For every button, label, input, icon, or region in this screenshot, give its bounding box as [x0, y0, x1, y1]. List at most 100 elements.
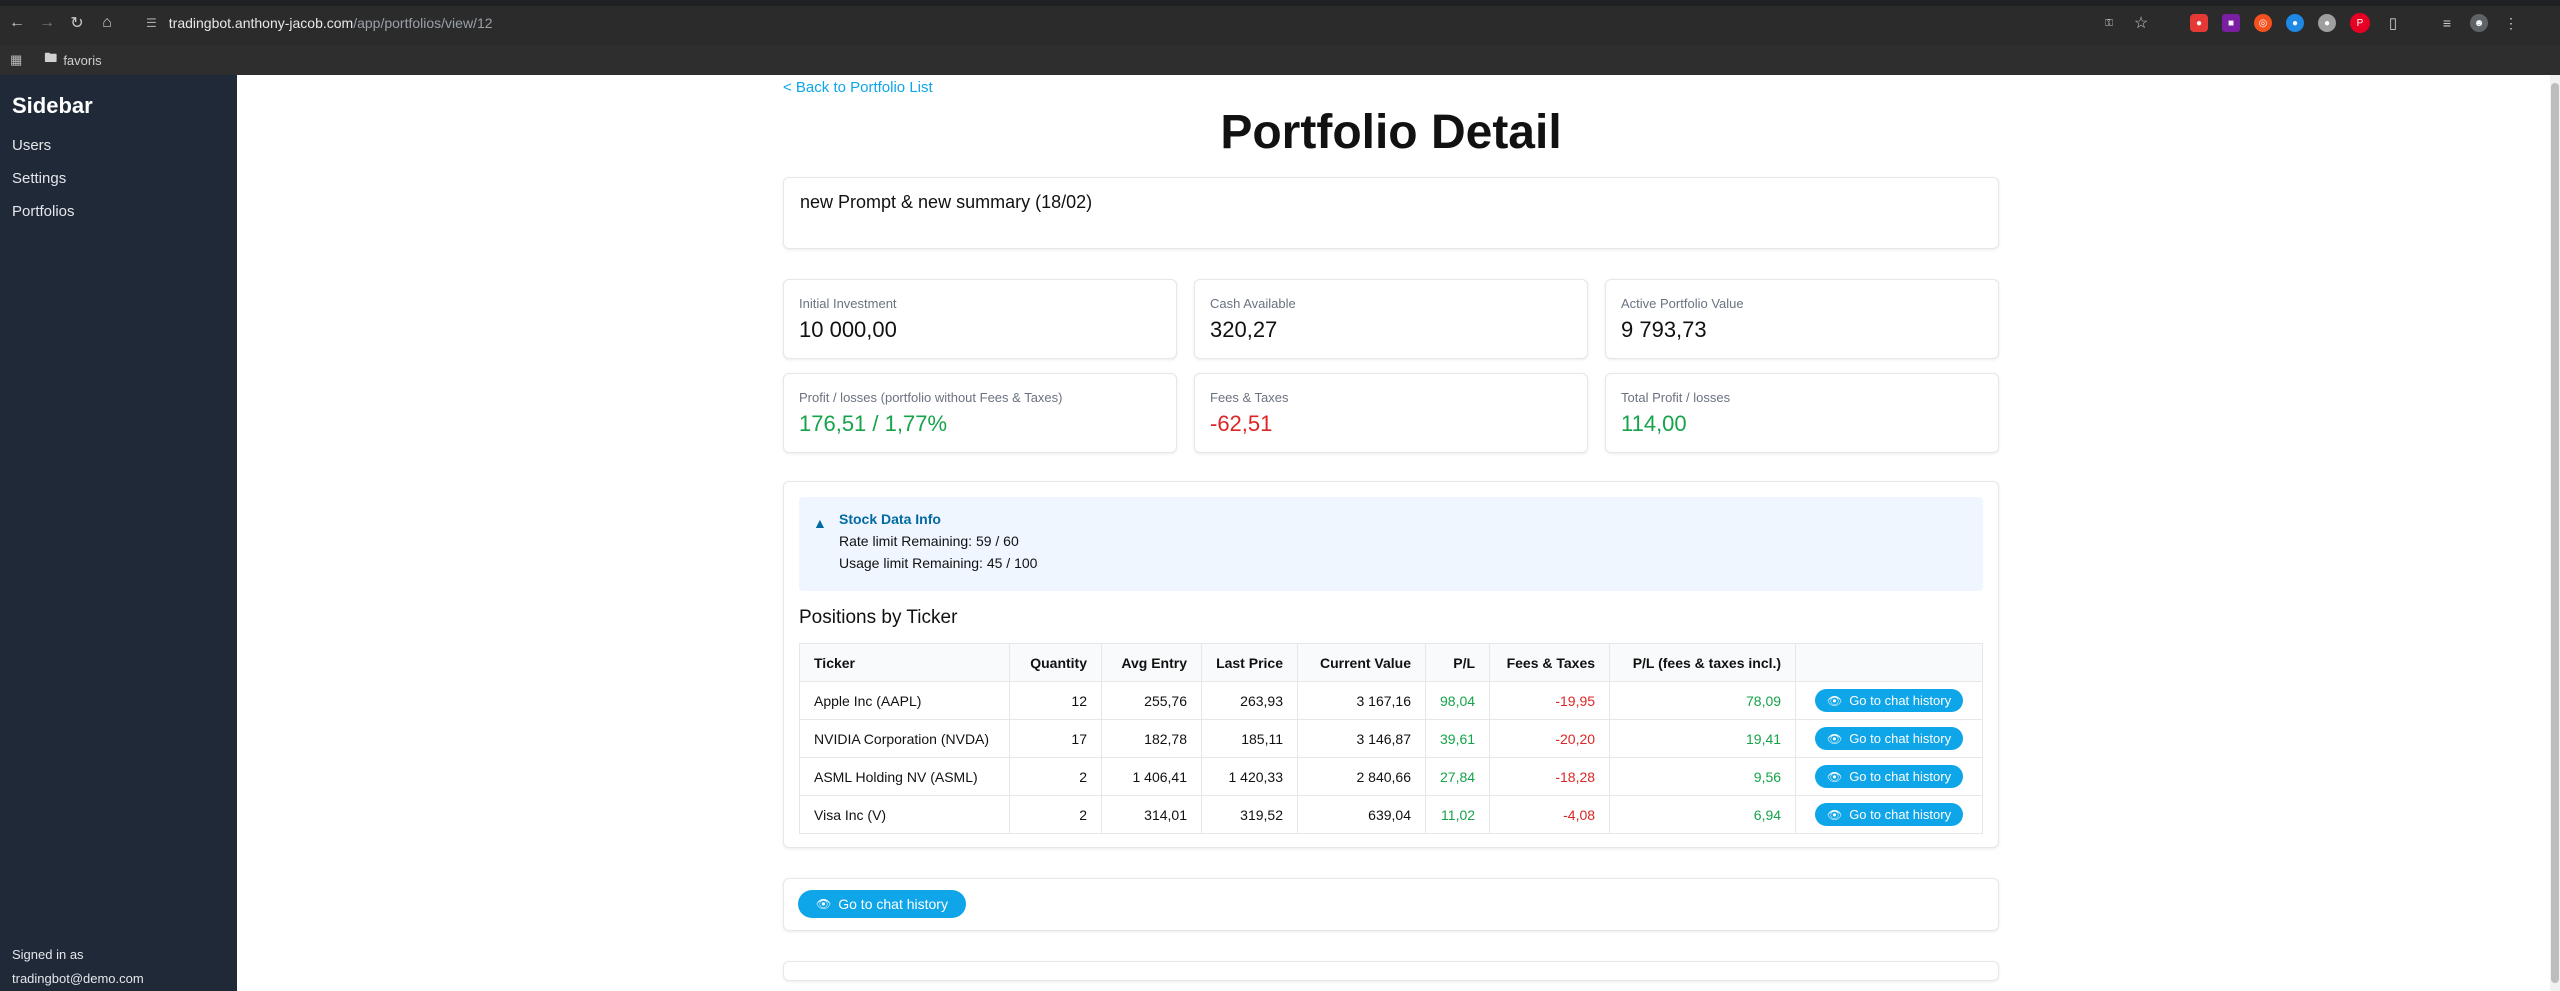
bookmark-star-icon[interactable]: ☆ — [2133, 15, 2149, 32]
stat-profit-losses: Profit / losses (portfolio without Fees … — [783, 373, 1177, 453]
cell-avg-entry: 1 406,41 — [1101, 757, 1202, 796]
signed-in-user: tradingbot@demo.com — [12, 971, 144, 986]
sidebar-item-portfolios[interactable]: Portfolios — [12, 203, 75, 220]
browser-chrome: ← → ↻ ⌂ ☰ tradingbot.anthony-jacob.com/a… — [0, 0, 2560, 45]
col-last-price: Last Price — [1201, 643, 1298, 682]
apps-grid-icon[interactable]: ▦ — [10, 52, 23, 67]
app-layout: Sidebar Users Settings Portfolios Signed… — [0, 75, 2560, 991]
table-row: Visa Inc (V) 2 314,01 319,52 639,04 11,0… — [799, 795, 1983, 834]
col-quantity: Quantity — [1009, 643, 1102, 682]
sidebar-title: Sidebar — [12, 93, 93, 118]
eye-icon: 👁 — [1826, 693, 1843, 708]
extension-purple-icon[interactable]: ■ — [2222, 14, 2240, 32]
positions-card: ▲ Stock Data Info Rate limit Remaining: … — [783, 481, 1999, 848]
warning-triangle-icon: ▲ — [813, 515, 827, 531]
back-to-portfolio-list-link[interactable]: < Back to Portfolio List — [783, 79, 933, 96]
reading-list-icon[interactable]: ≡ — [2442, 15, 2452, 31]
cell-avg-entry: 182,78 — [1101, 719, 1202, 758]
url-host: tradingbot.anthony-jacob.com — [168, 15, 354, 31]
stat-value: 114,00 — [1621, 411, 1687, 436]
cell-actions: 👁 Go to chat history — [1795, 681, 1983, 720]
eye-icon: 👁 — [1826, 731, 1843, 746]
browser-menu-icon[interactable]: ⋮ — [2504, 14, 2518, 31]
cell-pl: 27,84 — [1424, 757, 1491, 796]
stat-value: 10 000,00 — [799, 317, 897, 342]
page-title: Portfolio Detail — [1220, 106, 1562, 159]
cell-pl-net: 6,94 — [1609, 795, 1797, 834]
avatar[interactable]: ☻ — [2470, 14, 2488, 32]
sidebar-item-settings[interactable]: Settings — [12, 170, 67, 187]
sidebar: Sidebar Users Settings Portfolios Signed… — [0, 75, 237, 991]
page-scrollbar[interactable] — [2550, 75, 2560, 991]
cell-quantity: 2 — [1009, 795, 1102, 834]
cell-ticker: Apple Inc (AAPL) — [799, 681, 1010, 720]
extension-gray-icon[interactable]: ● — [2318, 14, 2336, 32]
cell-avg-entry: 255,76 — [1101, 681, 1202, 720]
stat-active-portfolio-value: Active Portfolio Value 9 793,73 — [1605, 279, 1999, 359]
password-key-icon[interactable]: ⚿ — [2105, 17, 2113, 29]
eye-icon: 👁 — [1826, 807, 1843, 822]
home-icon[interactable]: ⌂ — [102, 14, 112, 31]
col-pl: P/L — [1424, 643, 1491, 682]
stat-value: 320,27 — [1210, 317, 1278, 342]
chat-history-button[interactable]: 👁 Go to chat history — [1814, 765, 1964, 788]
main-content: < Back to Portfolio List Portfolio Detai… — [237, 75, 2560, 991]
chat-history-button[interactable]: 👁 Go to chat history — [1814, 727, 1964, 750]
cell-actions: 👁 Go to chat history — [1795, 757, 1983, 796]
folder-icon: 🖿 — [44, 50, 58, 65]
sidebar-item-users[interactable]: Users — [12, 137, 52, 154]
table-row: ASML Holding NV (ASML) 2 1 406,41 1 420,… — [799, 757, 1983, 796]
col-current-value: Current Value — [1297, 643, 1426, 682]
col-avg-entry: Avg Entry — [1101, 643, 1202, 682]
back-arrow-icon[interactable]: ← — [9, 14, 25, 31]
cell-last-price: 1 420,33 — [1201, 757, 1298, 796]
extension-red-icon[interactable]: ● — [2190, 14, 2208, 32]
cell-fees: -20,20 — [1489, 719, 1611, 758]
portfolio-name: new Prompt & new summary (18/02) — [800, 192, 1093, 212]
bookmark-folder-label: favoris — [63, 52, 102, 68]
cell-pl: 98,04 — [1424, 681, 1491, 720]
stat-label: Total Profit / losses — [1621, 390, 1731, 405]
eye-icon: 👁 — [1826, 769, 1843, 784]
positions-title: Positions by Ticker — [799, 607, 958, 628]
cell-actions: 👁 Go to chat history — [1795, 719, 1983, 758]
cell-current-value: 3 146,87 — [1297, 719, 1426, 758]
stat-initial-investment: Initial Investment 10 000,00 — [783, 279, 1177, 359]
cell-last-price: 185,11 — [1201, 719, 1298, 758]
chat-history-button[interactable]: 👁 Go to chat history — [1814, 803, 1964, 826]
col-actions — [1795, 643, 1983, 682]
cell-last-price: 263,93 — [1201, 681, 1298, 720]
cell-fees: -4,08 — [1489, 795, 1611, 834]
cell-quantity: 2 — [1009, 757, 1102, 796]
tab-strip — [0, 0, 2560, 6]
extension-blue-icon[interactable]: ● — [2286, 14, 2304, 32]
extension-orange-icon[interactable]: ◎ — [2254, 14, 2272, 32]
next-section-card — [783, 961, 1999, 981]
portfolio-chat-history-button-label: Go to chat history — [838, 896, 948, 912]
pinterest-icon[interactable]: P — [2350, 13, 2370, 33]
stock-data-info-alert: ▲ Stock Data Info Rate limit Remaining: … — [799, 497, 1983, 591]
toolbar-actions: ⚿ ☆ ● ■ ◎ ● ● P ▯ ≡ ☻ ⋮ — [2100, 6, 2520, 40]
cell-last-price: 319,52 — [1201, 795, 1298, 834]
cell-quantity: 17 — [1009, 719, 1102, 758]
bookmark-folder[interactable]: 🖿 favoris — [44, 49, 101, 71]
extensions-puzzle-icon[interactable]: ▯ — [2388, 15, 2398, 32]
cell-pl-net: 78,09 — [1609, 681, 1797, 720]
cell-fees: -18,28 — [1489, 757, 1611, 796]
eye-icon: 👁 — [816, 897, 832, 911]
positions-table: Ticker Quantity Avg Entry Last Price Cur… — [799, 643, 1983, 834]
cell-pl-net: 19,41 — [1609, 719, 1797, 758]
chat-history-button[interactable]: 👁 Go to chat history — [1814, 689, 1964, 712]
site-settings-icon[interactable]: ☰ — [146, 16, 157, 30]
signed-in-info: Signed in as tradingbot@demo.com — [12, 943, 144, 991]
forward-arrow-icon[interactable]: → — [39, 14, 55, 31]
cell-fees: -19,95 — [1489, 681, 1611, 720]
rate-limit-text: Rate limit Remaining: 59 / 60 — [839, 533, 1019, 549]
reload-icon[interactable]: ↻ — [70, 15, 84, 32]
stat-label: Profit / losses (portfolio without Fees … — [799, 390, 1063, 405]
bookmarks-bar: ▦ 🖿 favoris — [0, 45, 2560, 75]
portfolio-chat-history-button[interactable]: 👁 Go to chat history — [798, 890, 966, 918]
address-bar[interactable]: ☰ tradingbot.anthony-jacob.com/app/portf… — [146, 6, 493, 40]
scrollbar-thumb[interactable] — [2551, 83, 2559, 983]
table-header-row: Ticker Quantity Avg Entry Last Price Cur… — [799, 643, 1983, 682]
